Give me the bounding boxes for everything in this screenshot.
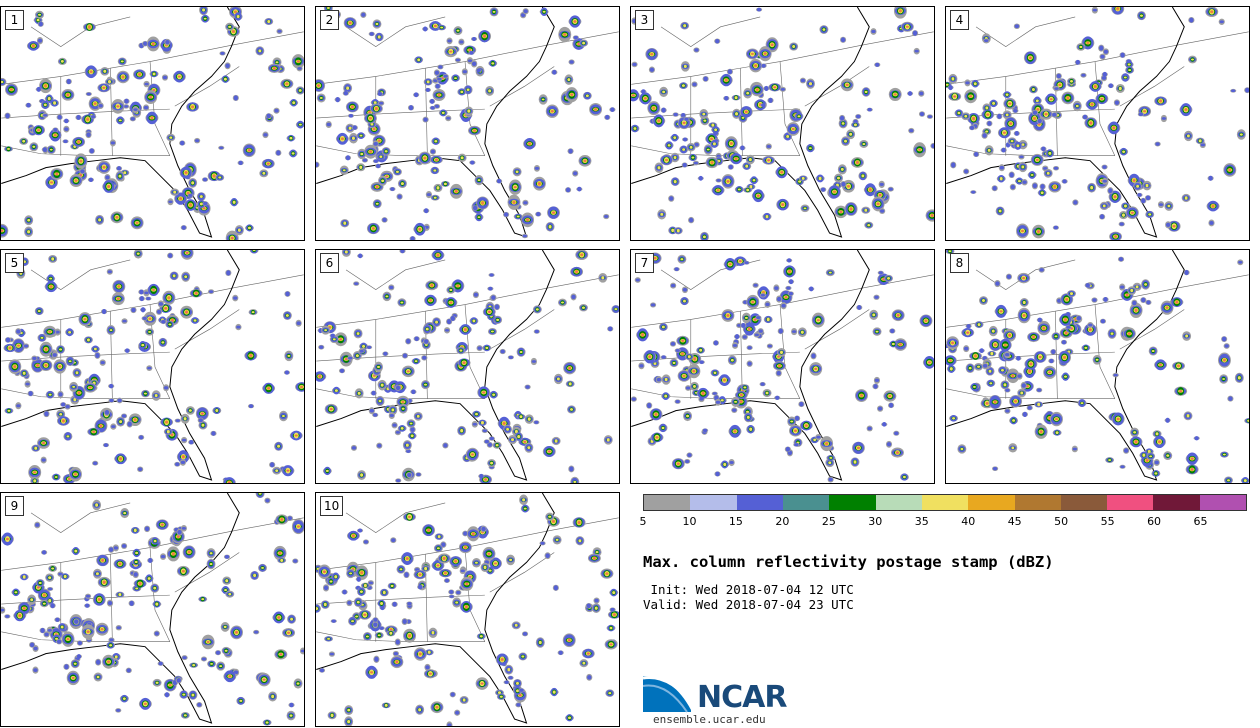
member-number-label: 6 [320, 253, 339, 273]
ensemble-member-panel: 1 [0, 6, 305, 241]
colorbar-tick-label: 40 [961, 515, 976, 528]
member-number-label: 8 [950, 253, 969, 273]
site-url: ensemble.ucar.edu [653, 713, 766, 726]
member-number-label: 10 [320, 496, 344, 516]
ensemble-member-panel: 2 [315, 6, 620, 241]
ensemble-member-panel: 3 [630, 6, 935, 241]
ncar-logo-icon [643, 676, 695, 713]
member-number-label: 3 [635, 10, 654, 30]
ensemble-member-panel: 7 [630, 249, 935, 484]
colorbar-segment [690, 495, 737, 510]
init-time: Init: Wed 2018-07-04 12 UTC [643, 582, 854, 597]
member-number-label: 1 [5, 10, 24, 30]
ensemble-member-panel: 5 [0, 249, 305, 484]
colorbar-segment [736, 495, 783, 510]
colorbar-tick-label: 45 [1007, 515, 1022, 528]
ensemble-member-panel: 8 [945, 249, 1250, 484]
colorbar-tick-label: 60 [1147, 515, 1162, 528]
colorbar-segment [782, 495, 830, 510]
ensemble-member-panel: 10 [315, 492, 620, 727]
ensemble-member-panel: 6 [315, 249, 620, 484]
colorbar-segment [968, 495, 1015, 510]
member-number-label: 9 [5, 496, 24, 516]
colorbar-segment [1199, 495, 1247, 510]
colorbar-tick-label: 30 [868, 515, 883, 528]
colorbar-segment [1014, 495, 1061, 510]
colorbar-tick-label: 65 [1193, 515, 1208, 528]
ensemble-member-panel: 4 [945, 6, 1250, 241]
colorbar-ticks: 5 10 15 20 25 30 35 40 45 50 55 60 65 [639, 515, 1247, 529]
colorbar-tick-label: 25 [821, 515, 836, 528]
valid-time: Valid: Wed 2018-07-04 23 UTC [643, 597, 854, 612]
reflectivity-map [1, 250, 304, 483]
colorbar-segment [1153, 495, 1200, 510]
colorbar-tick-label: 20 [775, 515, 790, 528]
colorbar-segment [875, 495, 922, 510]
reflectivity-map [946, 7, 1249, 240]
plot-title: Max. column reflectivity postage stamp (… [643, 553, 1054, 571]
reflectivity-colorbar [643, 494, 1247, 511]
member-number-label: 7 [635, 253, 654, 273]
member-number-label: 5 [5, 253, 24, 273]
colorbar-segment [829, 495, 876, 510]
ncar-wordmark: NCAR [697, 680, 787, 715]
reflectivity-map [631, 250, 934, 483]
colorbar-segment [921, 495, 969, 510]
colorbar-segment [1060, 495, 1108, 510]
member-number-label: 4 [950, 10, 969, 30]
colorbar-segment [644, 495, 691, 510]
colorbar-tick-label: 55 [1100, 515, 1115, 528]
ensemble-member-panel: 9 [0, 492, 305, 727]
colorbar-tick-label: 35 [914, 515, 929, 528]
reflectivity-map [316, 250, 619, 483]
colorbar-tick-label: 50 [1054, 515, 1069, 528]
colorbar-tick-label: 15 [728, 515, 743, 528]
reflectivity-map [316, 493, 619, 726]
colorbar-tick-label: 10 [682, 515, 697, 528]
colorbar-tick-label: 5 [639, 515, 647, 528]
reflectivity-map [1, 493, 304, 726]
reflectivity-map [316, 7, 619, 240]
reflectivity-map [631, 7, 934, 240]
reflectivity-map [1, 7, 304, 240]
colorbar-segment [1107, 495, 1154, 510]
reflectivity-map [946, 250, 1249, 483]
member-number-label: 2 [320, 10, 339, 30]
